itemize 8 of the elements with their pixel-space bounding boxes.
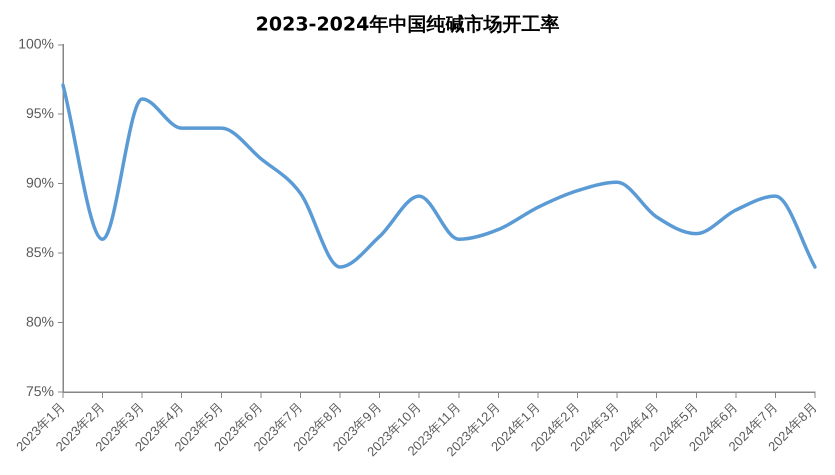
y-tick-label: 75% [26,382,54,399]
y-tick-label: 90% [26,174,54,191]
chart-title: 2023-2024年中国纯碱市场开工率 [256,13,560,36]
y-tick-label: 80% [26,313,54,330]
y-tick-label: 100% [18,36,54,52]
line-series [61,83,817,269]
y-tick-label: 85% [26,244,54,260]
y-tick-label: 95% [26,105,54,122]
